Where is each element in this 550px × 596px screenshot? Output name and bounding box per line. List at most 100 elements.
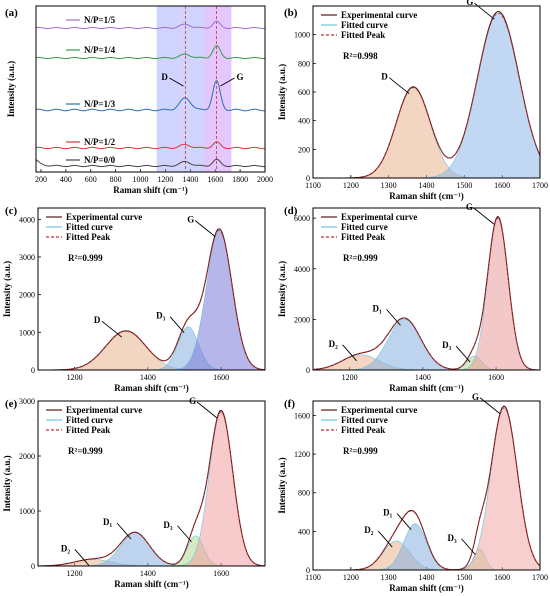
x-tick-label: 1800 <box>232 175 248 184</box>
y-tick-label: 800 <box>298 489 310 498</box>
peak-arrow <box>196 401 218 419</box>
legend-entry: Fitted Peak <box>66 232 110 242</box>
peak-arrow <box>473 207 495 225</box>
legend-entry: Fitted curve <box>66 415 113 425</box>
x-tick-label: 400 <box>60 175 72 184</box>
peak-label: D₁ <box>383 508 392 518</box>
r-squared-label: R²=0.999 <box>68 446 103 456</box>
y-axis-label: Intensity (a.u.) <box>277 457 287 513</box>
panel-label: (f) <box>284 398 295 410</box>
x-tick-label: 1600 <box>494 573 510 582</box>
x-tick-label: 1400 <box>419 573 435 582</box>
legend-entry: Fitted curve <box>341 222 388 232</box>
series-line <box>35 20 265 30</box>
panel-label: (e) <box>5 398 18 410</box>
x-tick-label: 1600 <box>488 373 504 382</box>
y-tick-label: 6000 <box>294 214 310 223</box>
peak-label: G <box>472 392 479 402</box>
peak-label: G <box>466 0 473 7</box>
y-tick-label: 3000 <box>19 253 35 262</box>
x-axis-label: Raman shift (cm⁻¹) <box>114 579 188 589</box>
y-tick-label: 1000 <box>19 328 35 337</box>
plot-frame <box>37 400 266 567</box>
y-tick-label: 2000 <box>294 315 310 324</box>
legend-entry: Fitted Peak <box>341 232 385 242</box>
peak-arrow <box>479 397 501 415</box>
peak-label: G <box>466 202 473 212</box>
peak-arrow <box>220 77 235 87</box>
fitted-curve <box>38 229 265 371</box>
panel-c: (c) 1200 1400 1600 Raman shift (cm⁻¹) Intensi… <box>2 205 266 393</box>
peak-arrow <box>101 320 123 338</box>
legend-entry: Fitted Peak <box>341 30 385 40</box>
peak-arrow <box>377 530 393 548</box>
x-axis-label: Raman shift (cm⁻¹) <box>389 383 463 393</box>
x-axis-label: Raman shift (cm⁻¹) <box>114 383 188 393</box>
panel-label: (c) <box>5 205 18 217</box>
peak-arrow <box>461 538 476 556</box>
peak-label: D₃ <box>163 520 172 530</box>
panel-label: (b) <box>284 7 298 19</box>
legend-entry: Fitted Peak <box>341 425 385 435</box>
peak-label: D₃ <box>442 340 451 350</box>
y-tick-label: 1000 <box>294 31 310 40</box>
peak-label: D <box>94 315 101 325</box>
y-tick-label: 800 <box>298 59 310 68</box>
peak-arrow <box>455 345 471 363</box>
peak-label: D <box>161 72 168 82</box>
x-tick-label: 600 <box>85 175 97 184</box>
legend-entry: Fitted curve <box>341 20 388 30</box>
legend-entry: Experimental curve <box>341 212 417 222</box>
x-tick-label: 2000 <box>257 175 273 184</box>
legend-entry: N/P=0/0 <box>84 155 116 165</box>
peak-label: G <box>187 215 194 225</box>
x-axis-label: Raman shift (cm⁻¹) <box>113 185 187 195</box>
series-line <box>35 45 265 60</box>
y-tick-label: 1200 <box>294 450 310 459</box>
legend-entry: N/P=1/4 <box>84 45 116 55</box>
peak-arrow <box>194 220 216 237</box>
x-tick-label: 1600 <box>213 373 229 382</box>
y-axis-label: Intensity (a.u.) <box>2 455 12 511</box>
shaded-band <box>156 6 205 172</box>
peak-arrow <box>116 522 132 540</box>
panel-label: (d) <box>284 205 298 217</box>
r-squared-label: R²=0.999 <box>343 253 378 263</box>
y-tick-label: 0 <box>306 174 310 183</box>
legend-entry: N/P=1/2 <box>84 137 116 147</box>
x-tick-label: 800 <box>110 175 122 184</box>
x-tick-label: 200 <box>35 175 47 184</box>
y-axis-label: Intensity (a.u.) <box>6 61 16 117</box>
peak-label: D₁ <box>373 303 382 313</box>
x-tick-label: 1400 <box>419 181 435 190</box>
y-tick-label: 2000 <box>19 291 35 300</box>
y-tick-label: 3000 <box>19 397 35 406</box>
y-axis-label: Intensity (a.u.) <box>277 261 287 317</box>
y-tick-label: 0 <box>306 366 310 375</box>
series-line <box>35 141 265 150</box>
x-tick-label: 1200 <box>343 573 359 582</box>
series-line <box>35 158 265 168</box>
peak-label: G <box>236 72 243 82</box>
panel-label: (a) <box>5 7 18 19</box>
y-tick-label: 4000 <box>19 215 35 224</box>
x-tick-label: 1300 <box>381 181 397 190</box>
x-tick-label: 1600 <box>207 175 223 184</box>
y-tick-label: 1600 <box>294 411 310 420</box>
legend-entry: Fitted curve <box>66 222 113 232</box>
peak-label: D <box>381 72 388 82</box>
legend-entry: Fitted curve <box>341 415 388 425</box>
y-tick-label: 400 <box>298 117 310 126</box>
y-tick-label: 4000 <box>294 265 310 274</box>
y-tick-label: 2000 <box>19 452 35 461</box>
fitted-curve <box>312 217 540 371</box>
panel-a: (a) 200 400 600 800 1000 1200 1400 1600 1800 2000 R… <box>5 5 273 195</box>
x-tick-label: 1600 <box>494 181 510 190</box>
y-tick-label: 600 <box>298 88 310 97</box>
panel-b: (b) 1100 1200 1300 1400 1500 1600 1700 Raman shi… <box>277 0 548 201</box>
x-tick-label: 1100 <box>305 181 321 190</box>
y-tick-label: 0 <box>31 562 35 571</box>
legend-entry: Experimental curve <box>341 405 417 415</box>
x-axis-label: Raman shift (cm⁻¹) <box>389 191 463 201</box>
y-axis-label: Intensity (a.u.) <box>277 64 287 120</box>
